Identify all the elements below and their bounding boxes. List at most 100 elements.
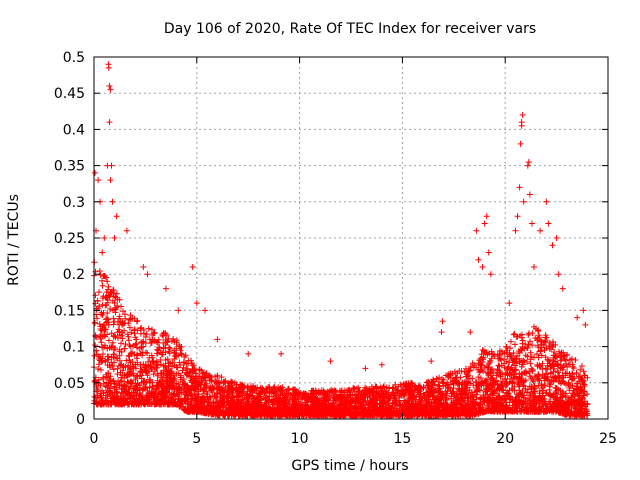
data-point: [477, 409, 484, 416]
data-point: [134, 387, 141, 394]
data-point: [503, 403, 510, 410]
data-point: [391, 392, 398, 399]
data-point: [523, 389, 530, 396]
data-point: [152, 364, 159, 371]
data-point: [380, 394, 387, 401]
data-point: [535, 344, 542, 351]
data-point: [578, 403, 585, 410]
data-point: [122, 341, 129, 348]
data-point: [573, 369, 580, 376]
data-point: [332, 396, 339, 403]
data-point: [469, 398, 476, 405]
data-point: [320, 397, 327, 404]
data-point: [240, 388, 247, 395]
data-point: [94, 315, 101, 322]
data-point: [100, 309, 107, 316]
data-point: [310, 410, 317, 417]
chart-title: Day 106 of 2020, Rate Of TEC Index for r…: [164, 21, 536, 37]
data-point: [352, 398, 359, 405]
data-point: [310, 403, 317, 410]
data-point: [292, 401, 299, 408]
data-point: [139, 338, 146, 345]
data-point: [564, 363, 571, 370]
data-point: [107, 398, 114, 405]
data-point: [581, 381, 588, 388]
data-point: [137, 361, 144, 368]
data-point: [494, 381, 501, 388]
data-point: [479, 404, 486, 411]
data-point: [111, 332, 118, 339]
data-point: [526, 330, 533, 337]
data-point: [548, 346, 555, 353]
data-point: [573, 403, 580, 410]
data-point: [308, 393, 315, 400]
data-point: [520, 378, 527, 385]
data-point: [367, 399, 374, 406]
data-point: [100, 380, 107, 387]
data-point: [430, 386, 437, 393]
data-point: [122, 399, 129, 406]
data-point: [106, 293, 113, 300]
data-point: [171, 356, 178, 363]
data-point: [372, 383, 379, 390]
data-point: [524, 353, 531, 360]
data-point: [447, 387, 454, 394]
data-point: [472, 378, 479, 385]
data-point: [370, 395, 377, 402]
data-point: [570, 375, 577, 382]
data-point: [477, 367, 484, 374]
data-point: [269, 401, 276, 408]
data-point: [524, 408, 531, 415]
data-point: [213, 390, 220, 397]
data-point: [480, 354, 487, 361]
data-point: [162, 342, 169, 349]
data-point: [442, 411, 449, 418]
data-point: [202, 371, 209, 378]
data-point: [460, 389, 467, 396]
data-point: [322, 390, 329, 397]
data-point: [436, 374, 443, 381]
data-point: [463, 391, 470, 398]
data-point: [107, 306, 114, 313]
data-point: [132, 361, 139, 368]
data-point: [333, 394, 340, 401]
data-point: [153, 364, 160, 371]
data-point: [575, 392, 582, 399]
data-point: [346, 405, 353, 412]
data-point: [114, 371, 121, 378]
data-point: [205, 410, 212, 417]
data-point: [392, 381, 399, 388]
data-point: [126, 342, 133, 349]
data-point: [112, 401, 119, 408]
data-point: [240, 383, 247, 390]
data-point: [344, 408, 351, 415]
data-point: [455, 407, 462, 414]
data-point: [235, 387, 242, 394]
data-point: [147, 363, 154, 370]
data-point: [547, 363, 554, 370]
data-point: [95, 376, 102, 383]
data-point: [536, 407, 543, 414]
data-point: [156, 383, 163, 390]
data-point: [416, 393, 423, 400]
data-point: [373, 412, 380, 419]
data-point: [486, 385, 493, 392]
data-point: [183, 371, 190, 378]
data-point: [487, 391, 494, 398]
data-point: [534, 363, 541, 370]
data-point: [154, 350, 161, 357]
data-point: [198, 404, 205, 411]
data-point: [538, 352, 545, 359]
data-point: [580, 368, 587, 375]
data-point: [378, 400, 385, 407]
data-point: [179, 367, 186, 374]
data-point: [583, 408, 590, 415]
data-point: [552, 358, 559, 365]
data-point: [394, 389, 401, 396]
data-point: [376, 395, 383, 402]
data-point: [562, 357, 569, 364]
data-point: [95, 289, 102, 296]
data-point: [95, 361, 102, 368]
data-point: [193, 405, 200, 412]
data-point: [479, 398, 486, 405]
